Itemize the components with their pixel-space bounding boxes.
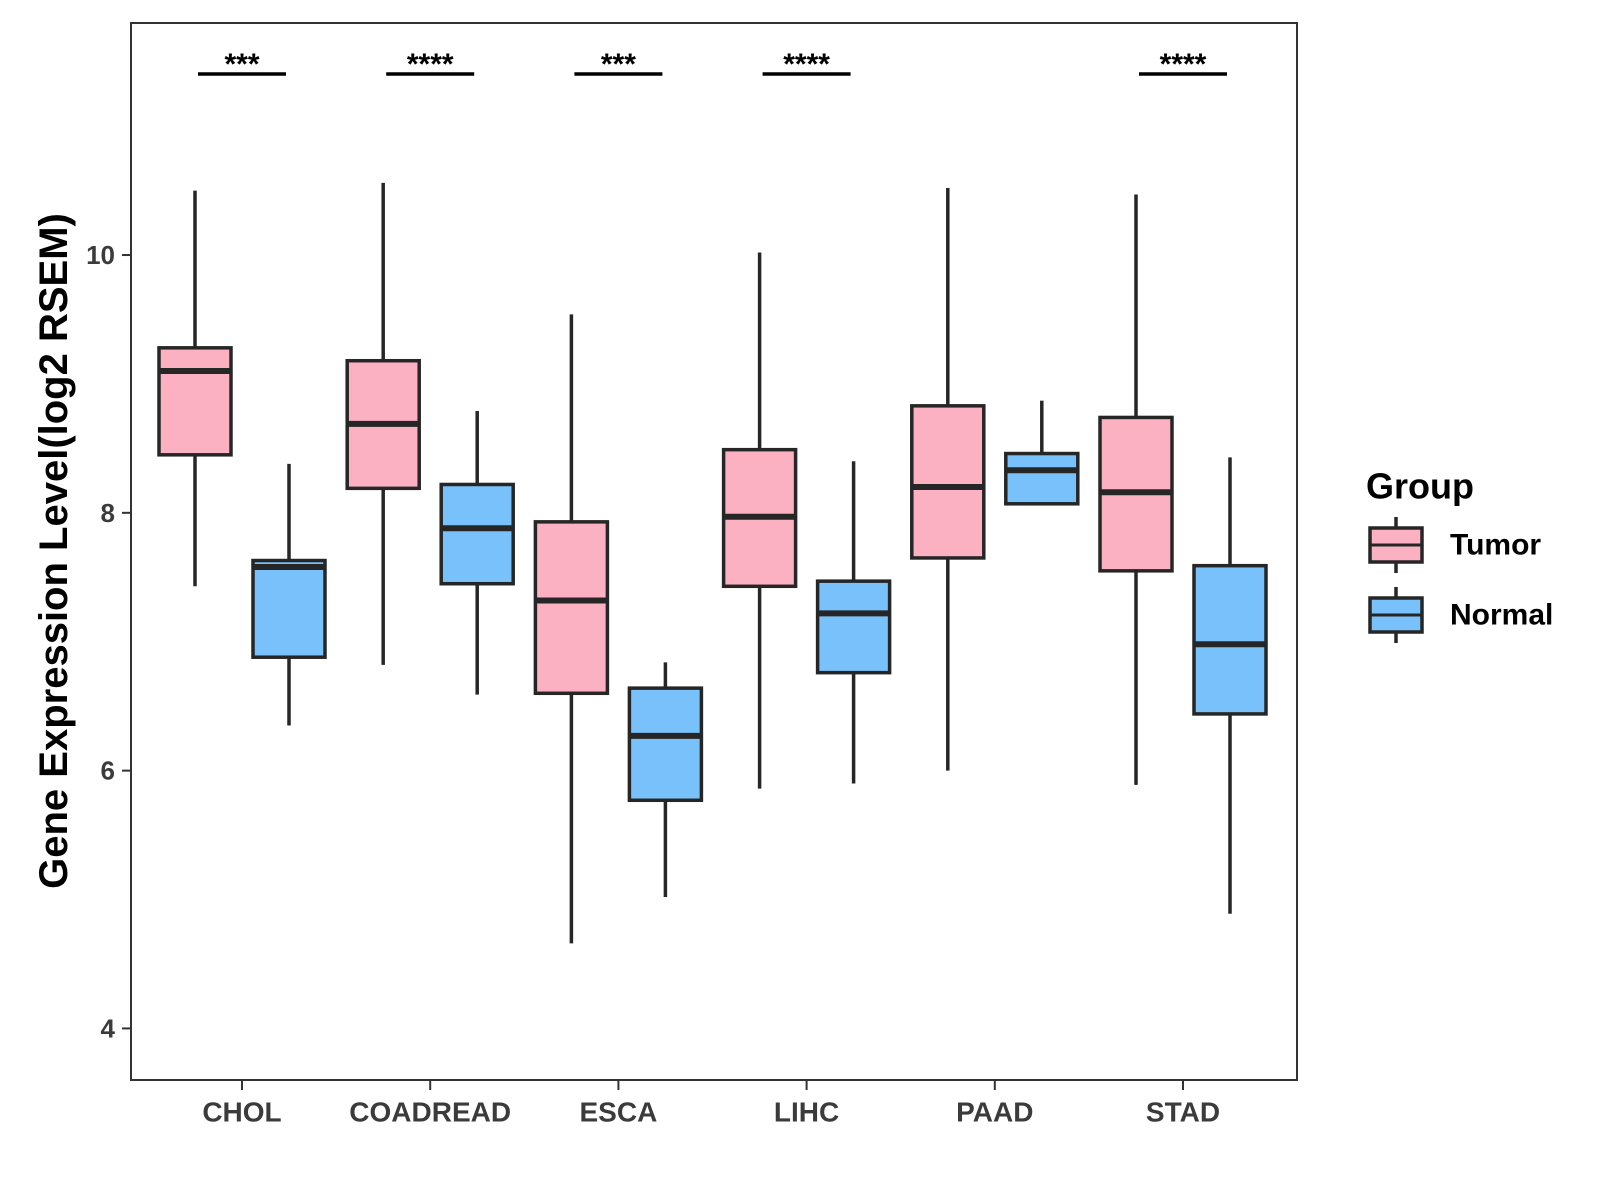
box-normal-coadread <box>439 410 515 695</box>
box-normal-paad <box>1004 400 1080 506</box>
significance-layer: *** **** *** **** **** <box>198 48 1227 81</box>
x-tick-label-chol: CHOL <box>202 1097 281 1128</box>
box-body-normal-chol <box>251 558 327 659</box>
box-body-normal-esca <box>627 686 704 803</box>
box-body-normal-paad <box>1004 451 1080 506</box>
significance-label-coadread: **** <box>407 48 454 81</box>
x-axis: CHOL COADREAD ESCA LIHC PAAD STAD <box>202 1080 1220 1128</box>
boxes-layer <box>157 182 1268 944</box>
box-tumor-stad <box>1098 194 1174 785</box>
box-normal-chol <box>251 463 327 726</box>
significance-label-esca: *** <box>601 48 636 81</box>
significance-label-chol: *** <box>224 48 259 81</box>
legend-label-tumor: Tumor <box>1450 529 1541 562</box>
x-tick-label-paad: PAAD <box>956 1097 1033 1128</box>
y-axis-title: Gene Expression Level(log2 RSEM) <box>32 213 76 889</box>
box-normal-esca <box>627 662 704 897</box>
panel-border <box>130 22 1298 1081</box>
y-tick-label-10: 10 <box>86 240 115 270</box>
x-tick-label-coadread: COADREAD <box>349 1097 511 1128</box>
legend-label-normal: Normal <box>1450 599 1553 632</box>
box-body-normal-stad <box>1192 563 1268 716</box>
box-normal-stad <box>1192 457 1268 914</box>
box-tumor-esca <box>533 314 610 944</box>
y-axis: 4 6 8 10 <box>86 240 131 1043</box>
box-body-normal-lihc <box>815 579 892 675</box>
box-body-tumor-paad <box>910 404 986 560</box>
significance-label-lihc: **** <box>783 48 830 81</box>
box-body-normal-coadread <box>439 482 515 586</box>
box-tumor-chol <box>157 190 233 587</box>
significance-label-stad: **** <box>1160 48 1207 81</box>
x-tick-label-stad: STAD <box>1146 1097 1220 1128</box>
box-tumor-paad <box>910 187 986 771</box>
box-normal-lihc <box>815 461 892 784</box>
box-body-tumor-esca <box>533 520 610 696</box>
y-tick-label-8: 8 <box>101 498 115 528</box>
x-tick-label-esca: ESCA <box>580 1097 658 1128</box>
legend: Group Tumor Normal <box>1366 466 1553 643</box>
box-tumor-coadread <box>345 182 421 665</box>
x-tick-label-lihc: LIHC <box>774 1097 839 1128</box>
legend-title: Group <box>1366 466 1474 507</box>
y-tick-label-4: 4 <box>101 1013 116 1043</box>
y-tick-label-6: 6 <box>101 756 115 786</box>
box-body-tumor-chol <box>157 346 233 457</box>
box-tumor-lihc <box>721 252 798 789</box>
